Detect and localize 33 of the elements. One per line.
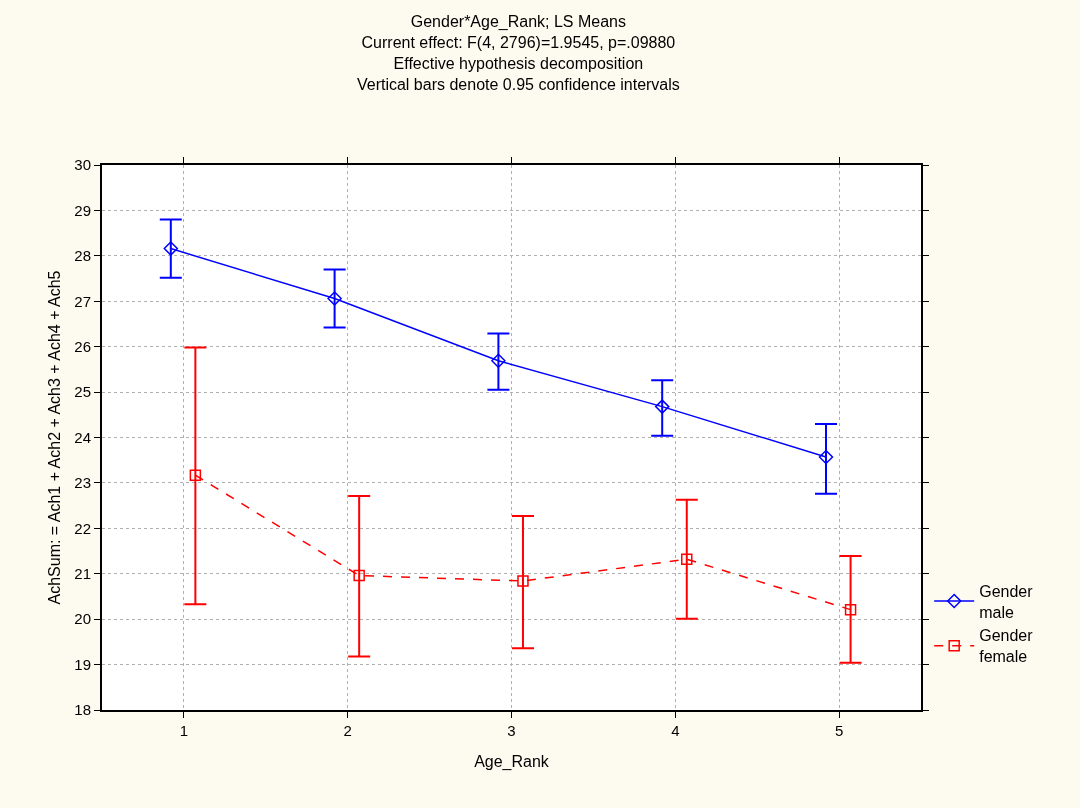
y-axis-title: AchSum: = Ach1 + Ach2 + Ach3 + Ach4 + Ach5 [45,270,63,605]
chart-title: Gender*Age_Rank; LS Means Current effect: F(4, 2796)=1.9545, p=.09880 Effective hypothesis decomposition Vertical bars denote 0.95 confidence intervals [356,13,680,93]
x-tick-label: 2 [343,722,352,739]
point [681,553,693,565]
point [189,469,202,481]
point [517,575,529,587]
y-tick-label: 30 [74,156,91,174]
y-tick-label: 21 [74,565,91,582]
y-tick-label: 28 [74,247,91,265]
y-tick-label: 23 [74,474,91,492]
y-tick-label: 24 [74,428,91,446]
point [327,291,342,306]
y-tick-label: 18 [74,701,91,719]
point [654,399,670,414]
x-tick-label: 5 [834,722,844,739]
x-tick-label: 3 [507,722,516,739]
x-tick-label: 1 [179,722,189,739]
legend-label: Gender female [979,627,1034,666]
point [491,353,506,368]
y-tick-label: 29 [74,201,91,219]
x-tick-label: 4 [671,722,680,739]
y-tick-label: 20 [74,610,91,628]
point [163,241,179,256]
x-axis-title: Age_Rank [474,753,550,772]
y-tick-label: 19 [74,655,91,673]
y-tick-label: 22 [74,519,91,537]
point [844,603,857,616]
legend-label: Gender male [979,582,1034,621]
point [818,449,834,465]
point [353,569,365,582]
y-tick-label: 27 [74,292,91,310]
y-tick-label: 26 [74,337,91,355]
y-tick-label: 25 [74,383,91,401]
